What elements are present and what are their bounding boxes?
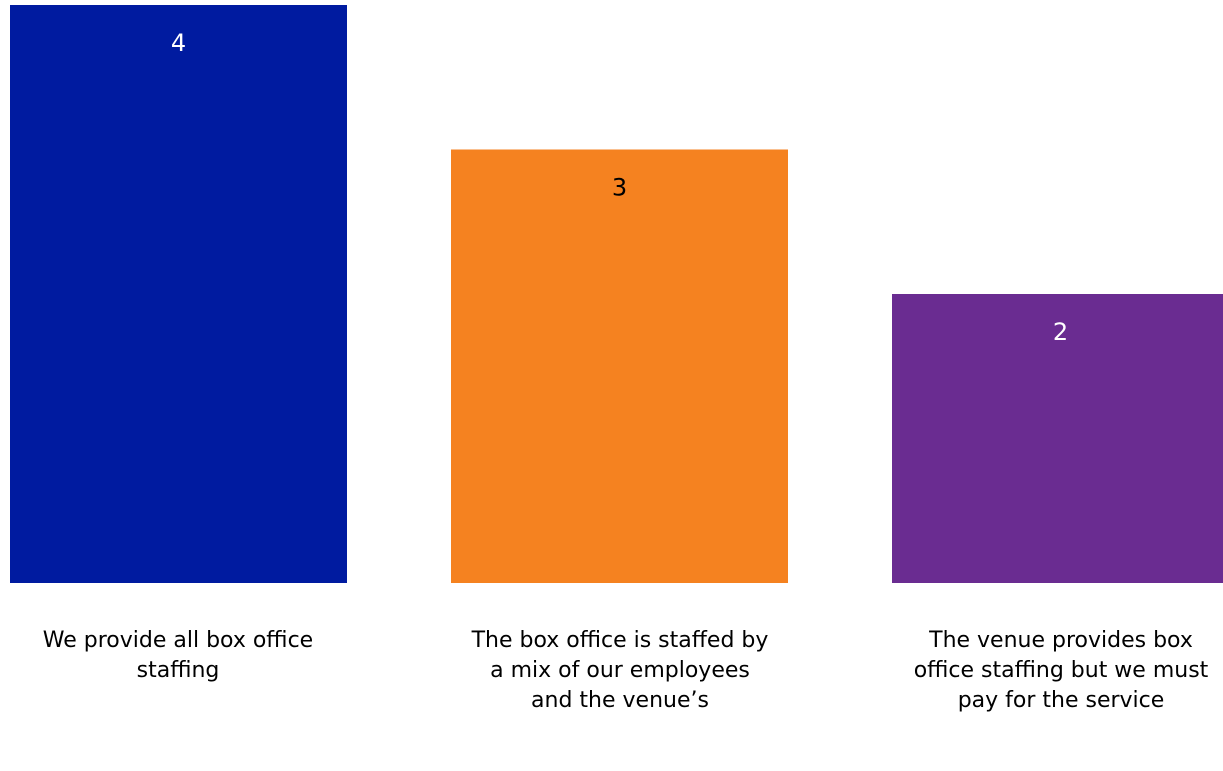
bar-value-label-1: 4: [171, 29, 186, 57]
bar-value-label-2: 3: [612, 174, 627, 202]
category-label-3: The venue provides box office staffing b…: [913, 628, 1209, 713]
bar-3: [892, 294, 1223, 583]
category-label-2: The box office is staffed by a mix of ou…: [471, 628, 769, 713]
category-label-1: We provide all box office staffing: [42, 628, 314, 683]
bar-value-label-3: 2: [1053, 318, 1068, 346]
bar-2: [451, 149, 788, 583]
bars-group: [10, 5, 1223, 583]
value-labels-group: 4 3 2: [171, 29, 1068, 346]
bar-1: [10, 5, 347, 583]
